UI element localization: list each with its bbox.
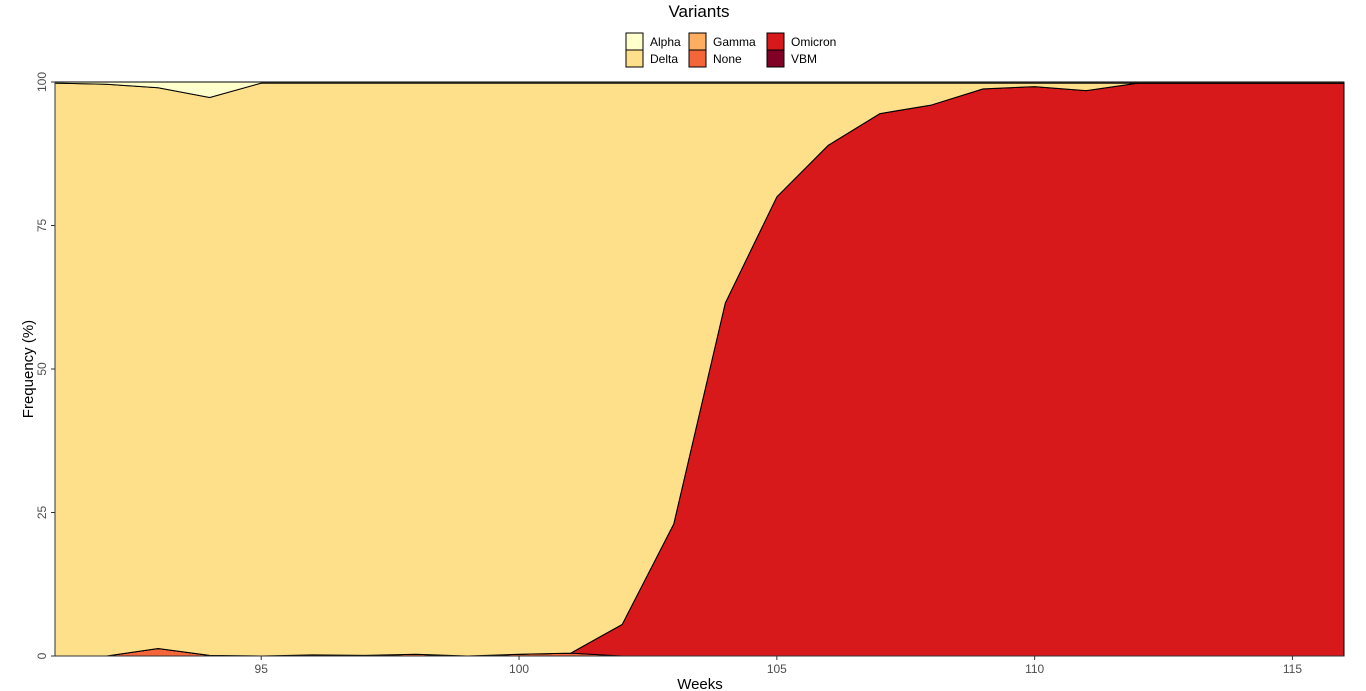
legend-label-omicron: Omicron	[791, 35, 836, 49]
x-tick-label: 110	[1025, 662, 1044, 676]
y-tick-label: 25	[35, 506, 49, 520]
legend: Variants Alpha Delta Gamma None Omicron VBM	[625, 2, 836, 68]
y-tick-label: 50	[35, 362, 49, 376]
x-tick-label: 100	[509, 662, 529, 676]
y-axis: 0 25 50 75 100	[35, 72, 56, 659]
x-tick-label: 115	[1283, 662, 1302, 676]
legend-label-delta: Delta	[650, 52, 678, 66]
legend-label-gamma: Gamma	[713, 35, 756, 49]
legend-swatch-vbm	[766, 49, 785, 68]
legend-items: Alpha Delta Gamma None Omicron VBM	[625, 32, 836, 68]
legend-swatch-omicron	[766, 32, 785, 51]
legend-swatch-none	[688, 49, 707, 68]
legend-label-vbm: VBM	[791, 52, 817, 66]
legend-swatch-alpha	[625, 32, 644, 51]
legend-title: Variants	[668, 2, 729, 21]
x-axis-title: Weeks	[677, 676, 723, 691]
legend-swatch-gamma	[688, 32, 707, 51]
y-tick-label: 0	[35, 652, 49, 659]
y-axis-title: Frequency (%)	[20, 320, 37, 418]
area-alpha	[54, 81, 1345, 98]
y-tick-label: 100	[35, 72, 49, 92]
legend-label-alpha: Alpha	[650, 35, 681, 49]
x-tick-label: 95	[255, 662, 269, 676]
legend-swatch-delta	[625, 49, 644, 68]
area-layer	[54, 81, 1345, 657]
x-tick-label: 105	[767, 662, 787, 676]
y-tick-label: 75	[35, 219, 49, 233]
legend-label-none: None	[713, 52, 742, 66]
x-axis: 95 100 105 110 115	[55, 655, 1344, 676]
